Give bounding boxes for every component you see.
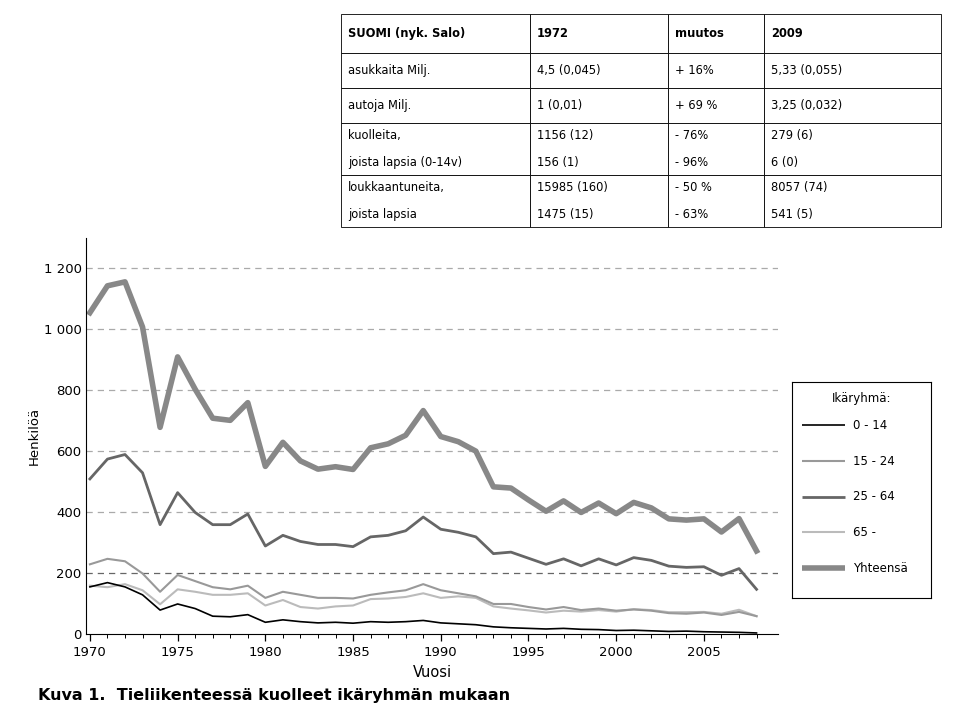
Text: + 69 %: + 69 %: [675, 99, 717, 112]
Text: 541 (5): 541 (5): [771, 208, 813, 221]
Text: 25 - 64: 25 - 64: [853, 490, 895, 503]
Bar: [668, 88, 764, 123]
Text: 1156 (12): 1156 (12): [537, 129, 593, 142]
Text: 8057 (74): 8057 (74): [771, 181, 828, 194]
Bar: [341, 175, 530, 227]
Bar: [530, 14, 668, 53]
Text: 65 -: 65 -: [853, 526, 876, 539]
Bar: [668, 123, 764, 175]
Bar: [764, 88, 941, 123]
Text: Ikäryhmä:: Ikäryhmä:: [832, 392, 891, 405]
Bar: [668, 14, 764, 53]
Text: - 76%: - 76%: [675, 129, 708, 142]
Bar: [764, 53, 941, 88]
Text: + 16%: + 16%: [675, 63, 713, 76]
Bar: [764, 14, 941, 53]
Bar: [530, 175, 668, 227]
Text: asukkaita Milj.: asukkaita Milj.: [348, 63, 430, 76]
Text: 15985 (160): 15985 (160): [537, 181, 608, 194]
Bar: [341, 123, 530, 175]
X-axis label: Vuosi: Vuosi: [413, 665, 451, 680]
Text: joista lapsia: joista lapsia: [348, 208, 417, 221]
Text: - 96%: - 96%: [675, 156, 708, 169]
Bar: [668, 53, 764, 88]
Text: 4,5 (0,045): 4,5 (0,045): [537, 63, 601, 76]
Bar: [341, 88, 530, 123]
Bar: [530, 123, 668, 175]
Text: 3,25 (0,032): 3,25 (0,032): [771, 99, 842, 112]
Text: autoja Milj.: autoja Milj.: [348, 99, 411, 112]
Text: loukkaantuneita,: loukkaantuneita,: [348, 181, 444, 194]
Bar: [341, 53, 530, 88]
Text: SUOMI (nyk. Salo): SUOMI (nyk. Salo): [348, 27, 466, 40]
Text: Yhteensä: Yhteensä: [853, 562, 908, 575]
Text: 156 (1): 156 (1): [537, 156, 579, 169]
Text: Kuva 1.  Tieliikenteessä kuolleet ikäryhmän mukaan: Kuva 1. Tieliikenteessä kuolleet ikäryhm…: [38, 688, 511, 703]
Text: muutos: muutos: [675, 27, 724, 40]
Bar: [530, 53, 668, 88]
Bar: [764, 175, 941, 227]
Bar: [668, 175, 764, 227]
Text: 5,33 (0,055): 5,33 (0,055): [771, 63, 842, 76]
Text: - 63%: - 63%: [675, 208, 708, 221]
Text: 15 - 24: 15 - 24: [853, 454, 895, 468]
Text: 1475 (15): 1475 (15): [537, 208, 593, 221]
Bar: [341, 14, 530, 53]
Text: 1 (0,01): 1 (0,01): [537, 99, 583, 112]
Text: kuolleita,: kuolleita,: [348, 129, 400, 142]
Text: 0 - 14: 0 - 14: [853, 419, 887, 432]
Text: 279 (6): 279 (6): [771, 129, 813, 142]
Text: 1972: 1972: [537, 27, 569, 40]
Text: 6 (0): 6 (0): [771, 156, 798, 169]
Bar: [764, 123, 941, 175]
Text: - 50 %: - 50 %: [675, 181, 712, 194]
Bar: [530, 88, 668, 123]
Y-axis label: Henkilöä: Henkilöä: [28, 407, 40, 465]
Text: 2009: 2009: [771, 27, 803, 40]
Text: joista lapsia (0-14v): joista lapsia (0-14v): [348, 156, 462, 169]
